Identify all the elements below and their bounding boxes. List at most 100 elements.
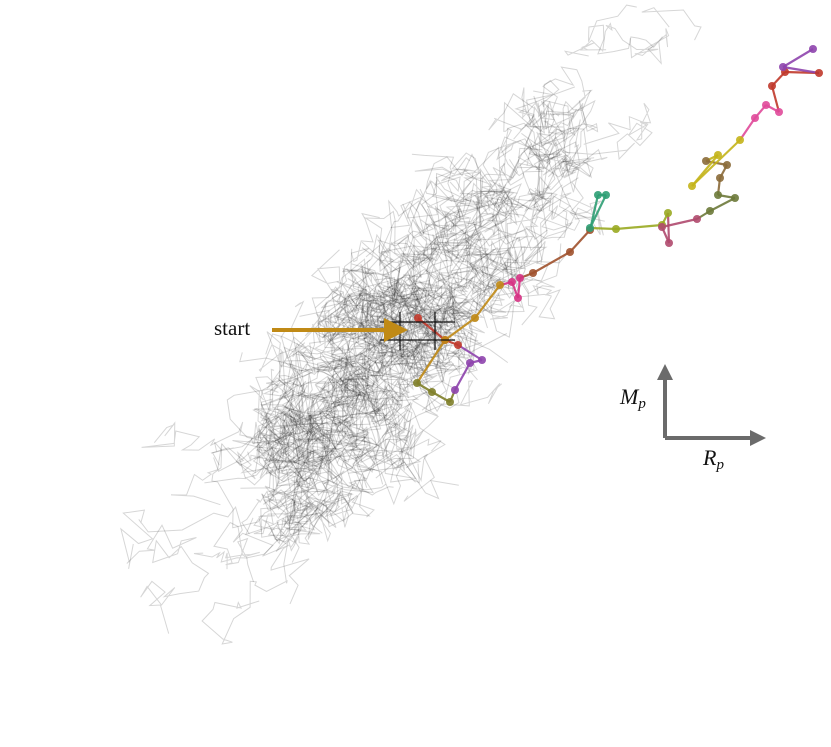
trajectory xyxy=(261,419,331,499)
trajectory xyxy=(245,479,354,540)
walk-step xyxy=(416,339,446,384)
walk-point xyxy=(664,209,672,217)
walk-point xyxy=(602,191,610,199)
trajectory xyxy=(467,209,574,304)
trajectory xyxy=(307,476,394,528)
trajectory xyxy=(390,188,513,344)
trajectory xyxy=(361,241,420,335)
trajectory xyxy=(424,257,526,370)
trajectory xyxy=(406,153,481,278)
walk-point xyxy=(414,314,422,322)
trajectory xyxy=(517,141,593,200)
walk-point xyxy=(714,191,722,199)
axis-subscript: p xyxy=(637,396,646,412)
trajectory xyxy=(414,146,505,198)
trajectory xyxy=(641,7,702,41)
axis-symbol: R xyxy=(702,445,717,470)
walk-point xyxy=(658,223,666,231)
trajectory xyxy=(425,208,501,334)
trajectory xyxy=(261,475,329,542)
trajectory xyxy=(311,363,387,437)
trajectory xyxy=(402,188,482,288)
trajectory xyxy=(354,366,413,444)
trajectory xyxy=(488,90,591,143)
start-label: start xyxy=(214,316,250,340)
trajectory xyxy=(260,381,342,445)
trajectory xyxy=(268,349,385,464)
trajectory xyxy=(361,293,428,391)
trajectory xyxy=(390,153,478,282)
trajectory xyxy=(329,268,421,351)
trajectory xyxy=(331,268,458,322)
trajectory xyxy=(350,208,471,326)
walk-step xyxy=(589,226,617,231)
trajectory xyxy=(384,298,488,355)
trajectory xyxy=(342,280,406,335)
trajectory xyxy=(291,300,376,422)
trajectory xyxy=(432,114,546,254)
trajectory xyxy=(270,426,420,544)
trajectory xyxy=(490,157,595,297)
trajectory xyxy=(421,172,563,234)
trajectory xyxy=(434,276,523,338)
trajectory xyxy=(258,299,390,440)
trajectory xyxy=(346,357,408,479)
trajectory-cloud xyxy=(120,4,702,645)
trajectory xyxy=(288,353,380,391)
trajectory xyxy=(353,299,472,366)
trajectory xyxy=(296,346,369,424)
trajectory xyxy=(416,179,512,323)
walk-point xyxy=(413,379,421,387)
walk-step xyxy=(709,197,736,212)
trajectory xyxy=(241,490,329,545)
trajectory xyxy=(263,424,344,496)
walk-step xyxy=(589,194,607,229)
walk-point xyxy=(768,82,776,90)
walk-step xyxy=(770,85,781,113)
trajectory xyxy=(266,370,356,500)
walk-point xyxy=(779,63,787,71)
trajectory xyxy=(221,421,335,493)
trajectory xyxy=(503,86,576,162)
trajectory xyxy=(369,391,446,502)
walk-step xyxy=(782,48,814,68)
walk-point xyxy=(751,114,759,122)
trajectory xyxy=(406,285,478,375)
trajectory xyxy=(253,442,318,545)
walk-step xyxy=(739,117,756,141)
trajectory xyxy=(333,295,419,436)
trajectory xyxy=(435,233,526,308)
trajectory xyxy=(315,338,374,428)
walk-point xyxy=(451,386,459,394)
trajectory xyxy=(523,129,608,264)
trajectory xyxy=(562,102,653,161)
walk-point xyxy=(723,161,731,169)
trajectory xyxy=(270,368,370,443)
trajectory xyxy=(261,377,370,511)
trajectory xyxy=(311,265,375,337)
trajectory xyxy=(495,129,563,208)
trajectory xyxy=(370,253,439,393)
axis-subscript: p xyxy=(715,457,724,473)
trajectory xyxy=(333,332,406,418)
trajectory xyxy=(371,239,459,376)
trajectory xyxy=(426,159,520,233)
walk-point xyxy=(446,398,454,406)
trajectory xyxy=(449,243,562,320)
trajectory xyxy=(353,412,428,485)
trajectory xyxy=(376,194,455,278)
trajectory xyxy=(507,108,594,184)
trajectory xyxy=(518,79,560,151)
trajectory xyxy=(432,168,518,211)
trajectory xyxy=(374,277,450,334)
trajectory xyxy=(278,430,387,525)
trajectory xyxy=(310,208,441,372)
trajectory xyxy=(284,360,358,460)
trajectory xyxy=(278,342,320,443)
trajectory xyxy=(239,352,325,443)
walk-point xyxy=(612,225,620,233)
walk-point xyxy=(815,69,823,77)
walk-point xyxy=(736,136,744,144)
walk-step xyxy=(454,362,471,391)
